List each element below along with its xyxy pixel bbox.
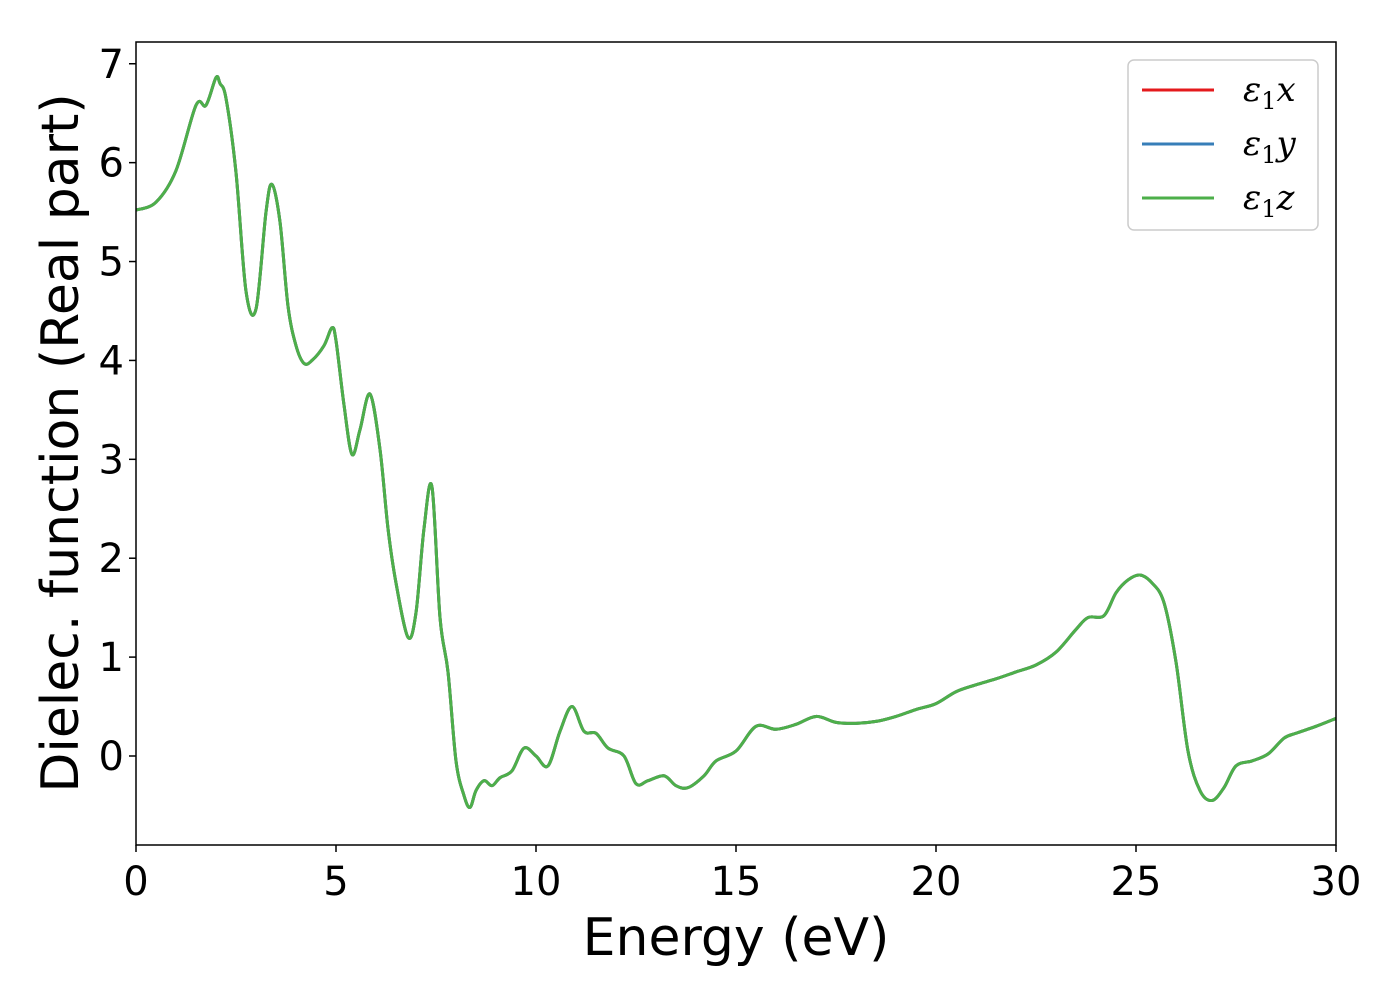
x-tick-label: 25 <box>1111 859 1162 905</box>
x-tick-label: 15 <box>711 859 762 905</box>
y-tick-label: 2 <box>99 536 124 582</box>
legend-box <box>1127 59 1319 231</box>
y-tick-label: 4 <box>99 338 124 384</box>
y-tick-label: 3 <box>99 437 124 483</box>
y-tick-label: 1 <box>99 635 124 681</box>
y-tick-label: 5 <box>99 240 124 286</box>
legend-label-y: ε1y <box>1243 124 1297 169</box>
y-tick-label: 6 <box>99 141 124 187</box>
y-axis-label: Dielec. function (Real part) <box>31 93 91 792</box>
x-tick-label: 0 <box>123 859 148 905</box>
y-axis-ticks: 0 1 2 3 4 5 6 7 <box>99 42 136 780</box>
legend: ε1x ε1y ε1z <box>1127 59 1319 231</box>
x-axis-label: Energy (eV) <box>583 908 890 968</box>
y-tick-label: 0 <box>99 734 124 780</box>
x-axis-ticks: 0 5 10 15 20 25 30 <box>123 845 1361 905</box>
legend-label-x: ε1x <box>1243 70 1296 115</box>
series-layer <box>135 75 1337 809</box>
x-tick-label: 30 <box>1311 859 1362 905</box>
series-line-z <box>135 75 1337 809</box>
x-tick-label: 5 <box>323 859 348 905</box>
y-tick-label: 7 <box>99 42 124 88</box>
legend-label-z: ε1z <box>1243 178 1296 223</box>
x-tick-label: 20 <box>911 859 962 905</box>
x-tick-label: 10 <box>511 859 562 905</box>
